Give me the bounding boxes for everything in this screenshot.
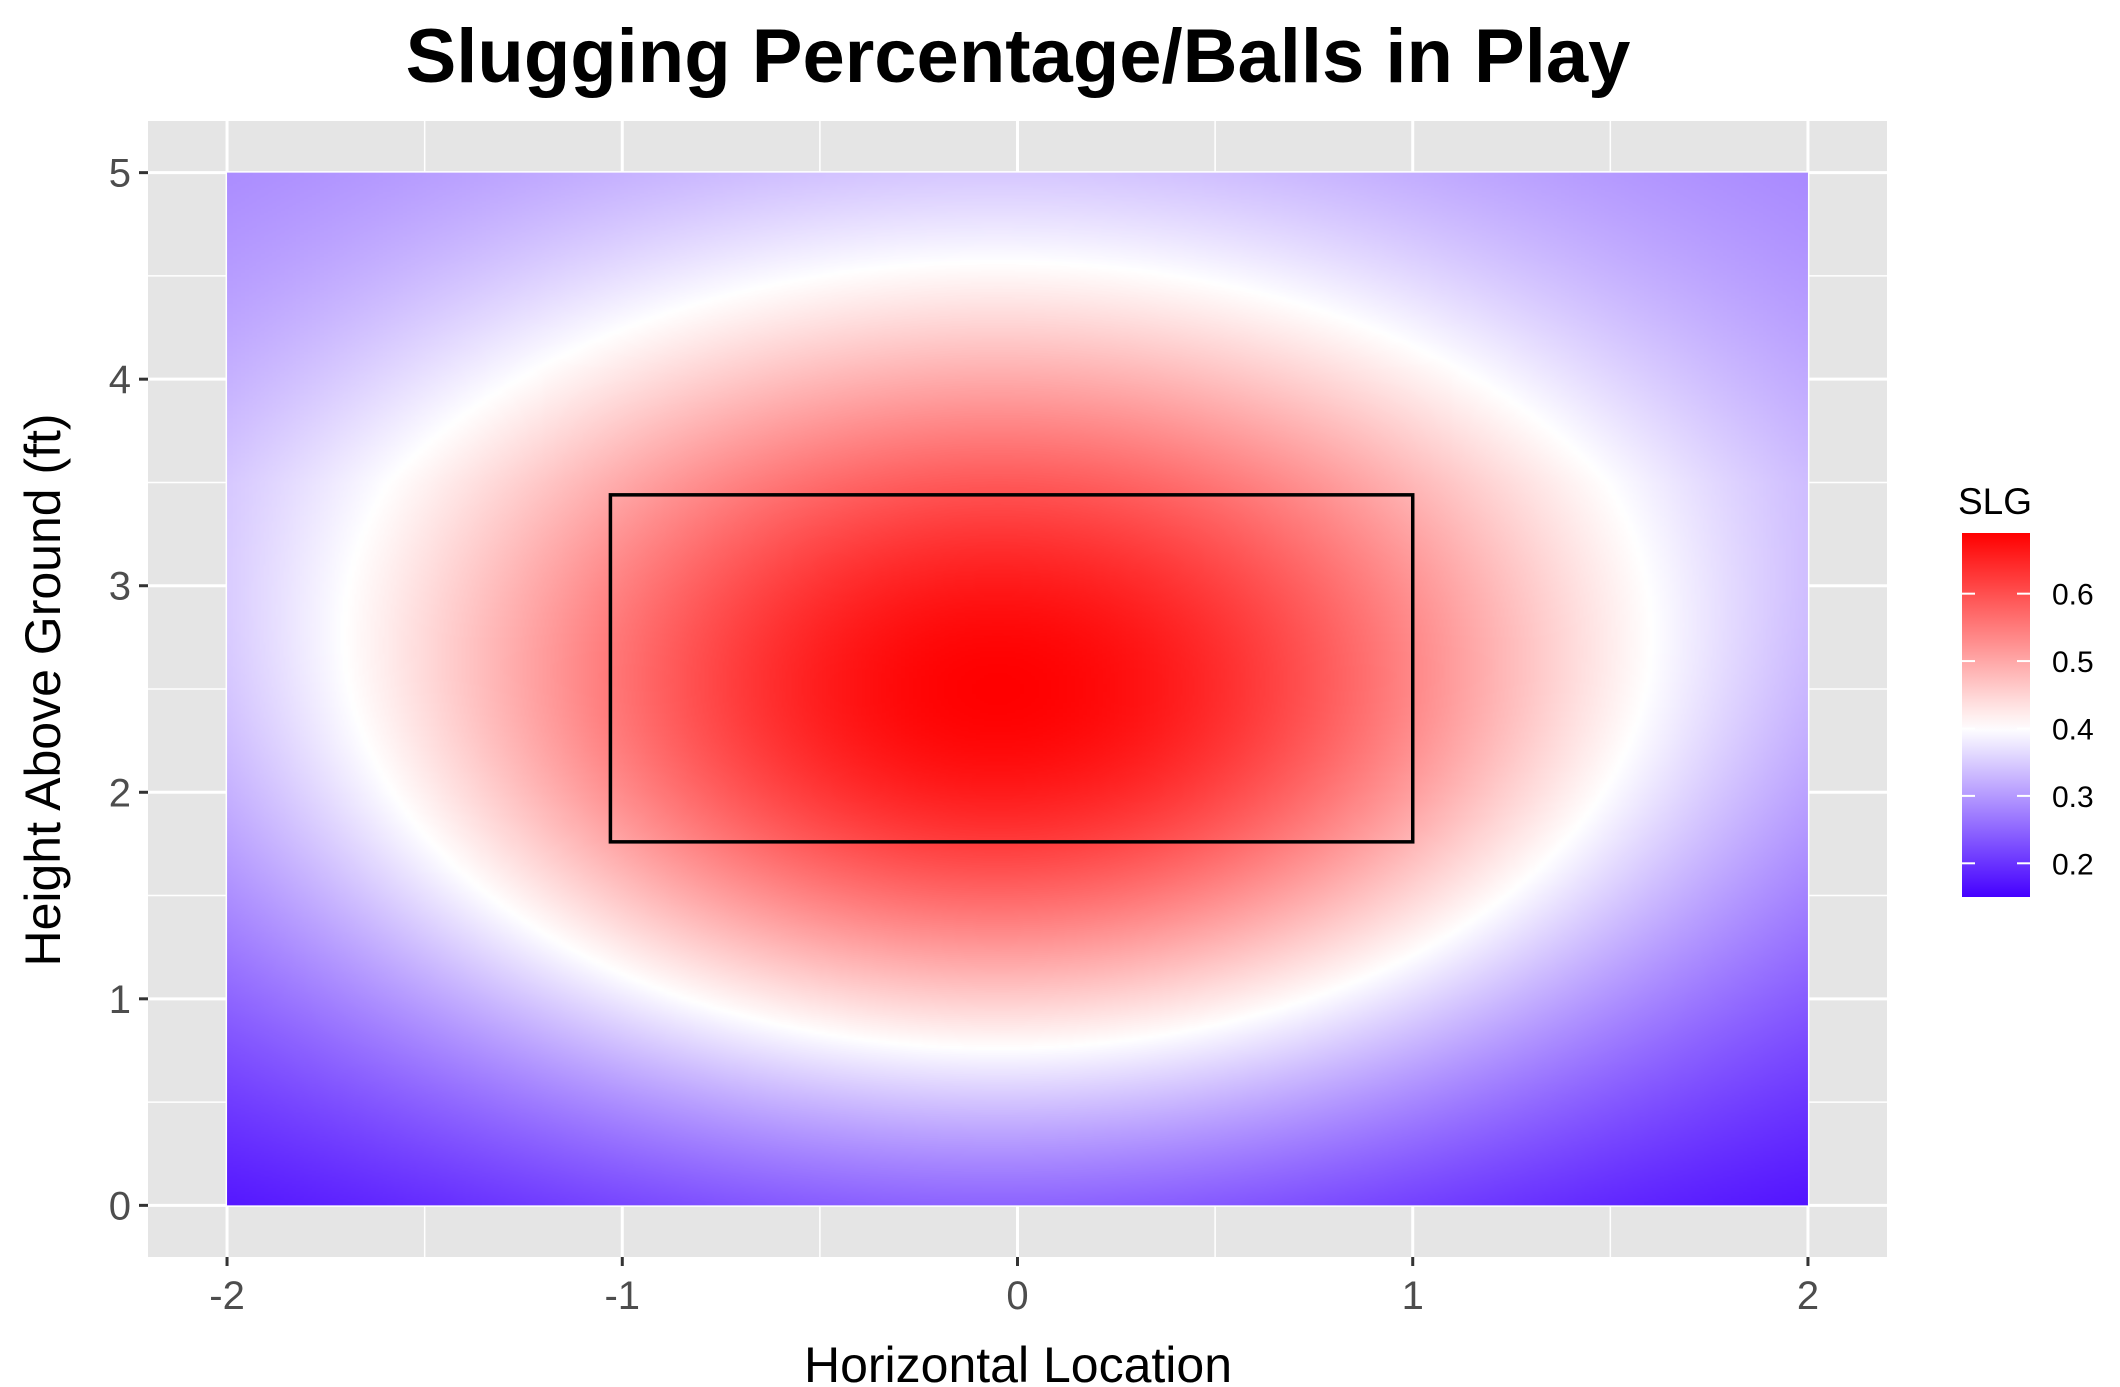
y-axis-title: Height Above Ground (ft) (15, 413, 71, 966)
legend-ticks: 0.2 0.3 0.4 0.5 0.6 (1962, 579, 2094, 881)
y-tick-label: 3 (109, 565, 131, 609)
y-tick-label: 4 (109, 358, 131, 402)
x-axis-title: Horizontal Location (804, 1337, 1232, 1387)
heatmap-surface (227, 172, 1808, 1206)
y-axis-ticks: 0 1 2 3 4 5 (109, 152, 148, 1228)
x-tick-label: 1 (1402, 1274, 1424, 1318)
x-tick-label: 0 (1006, 1274, 1028, 1318)
x-tick-label: -1 (604, 1274, 640, 1318)
legend-title: SLG (1958, 481, 2032, 522)
x-axis-ticks: -2 -1 0 1 2 (209, 1257, 1819, 1318)
legend-tick-label: 0.4 (2052, 713, 2094, 746)
x-tick-label: 2 (1797, 1274, 1819, 1318)
legend-tick-label: 0.6 (2052, 579, 2094, 612)
legend-tick-label: 0.2 (2052, 848, 2094, 881)
y-tick-label: 1 (109, 978, 131, 1022)
y-tick-label: 0 (109, 1184, 131, 1228)
chart-title: Slugging Percentage/Balls in Play (406, 14, 1631, 99)
legend-colorbar (1962, 533, 2030, 897)
x-tick-label: -2 (209, 1274, 245, 1318)
legend-tick-label: 0.5 (2052, 646, 2094, 679)
legend: SLG 0.2 0.3 0.4 0.5 0.6 (1958, 481, 2094, 897)
legend-tick-label: 0.3 (2052, 781, 2094, 814)
strike-zone-box (608, 493, 1415, 844)
y-tick-label: 2 (109, 771, 131, 815)
y-tick-label: 5 (109, 152, 131, 196)
